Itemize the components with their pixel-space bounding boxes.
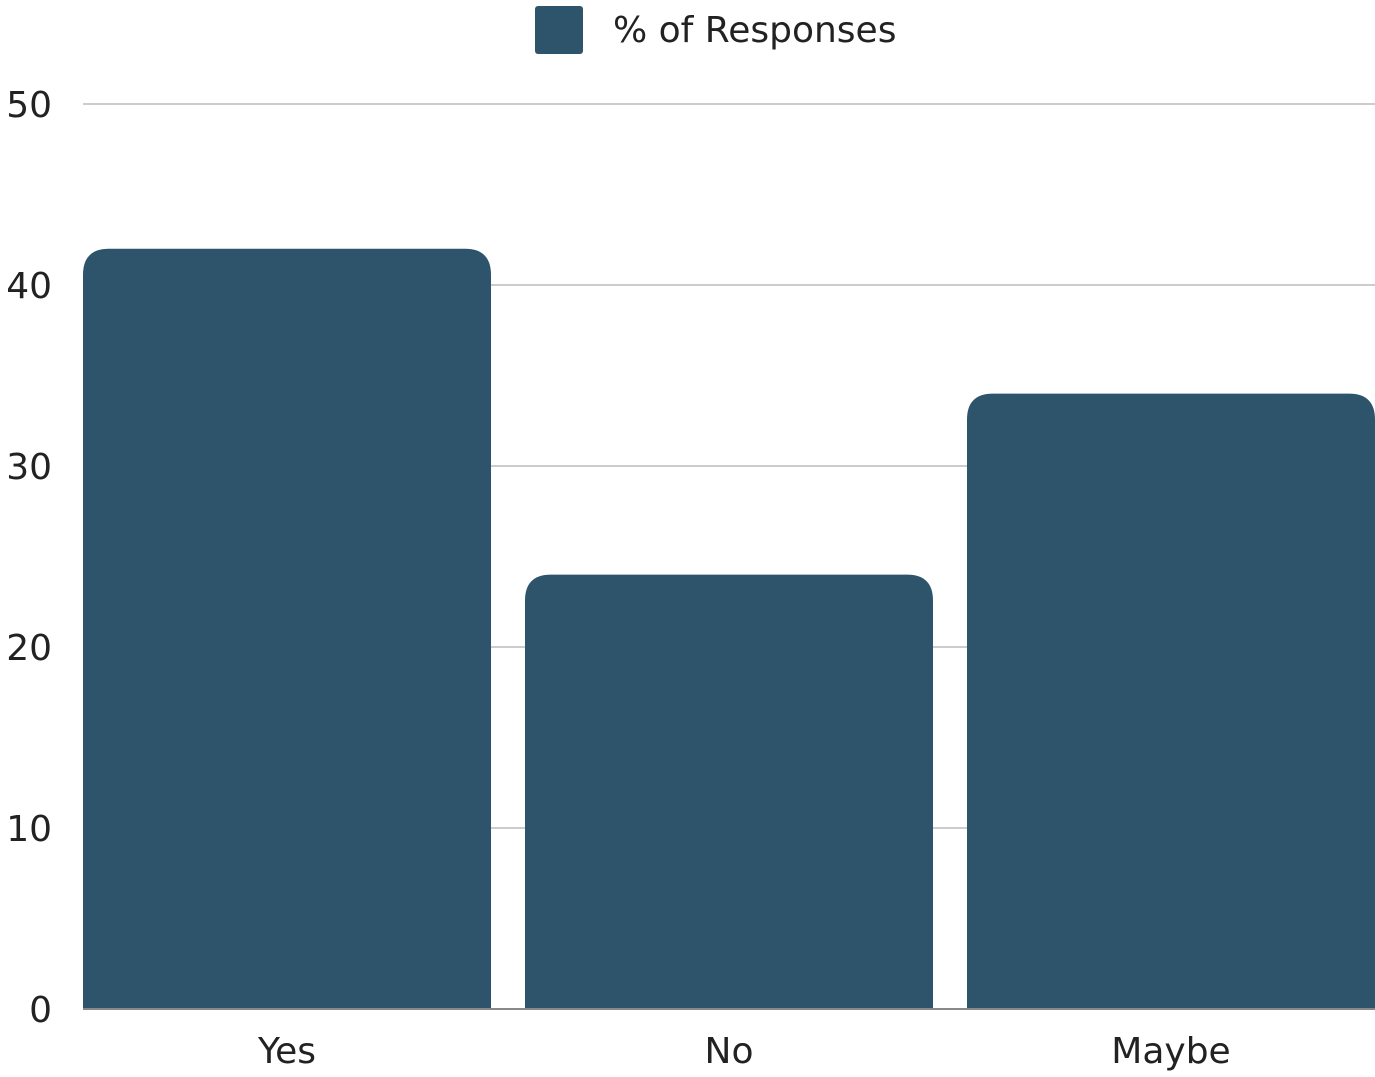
bar-no <box>525 574 933 1009</box>
y-tick-label: 10 <box>6 809 52 850</box>
y-tick-label: 20 <box>6 628 52 669</box>
y-axis-ticks: 0 10 20 30 40 50 <box>6 85 52 1031</box>
y-tick-label: 30 <box>6 447 52 488</box>
legend-label: % of Responses <box>613 10 896 51</box>
legend: % of Responses <box>535 6 896 54</box>
legend-swatch <box>535 6 583 54</box>
x-tick-label: No <box>705 1031 754 1072</box>
bar-yes <box>83 248 491 1010</box>
y-tick-label: 40 <box>6 266 52 307</box>
y-tick-label: 50 <box>6 85 52 126</box>
x-tick-label: Maybe <box>1111 1031 1230 1072</box>
x-axis-ticks: Yes No Maybe <box>257 1031 1231 1072</box>
bar-maybe <box>967 393 1375 1010</box>
bars <box>83 248 1375 1010</box>
x-tick-label: Yes <box>257 1031 316 1072</box>
y-tick-label: 0 <box>29 990 52 1031</box>
